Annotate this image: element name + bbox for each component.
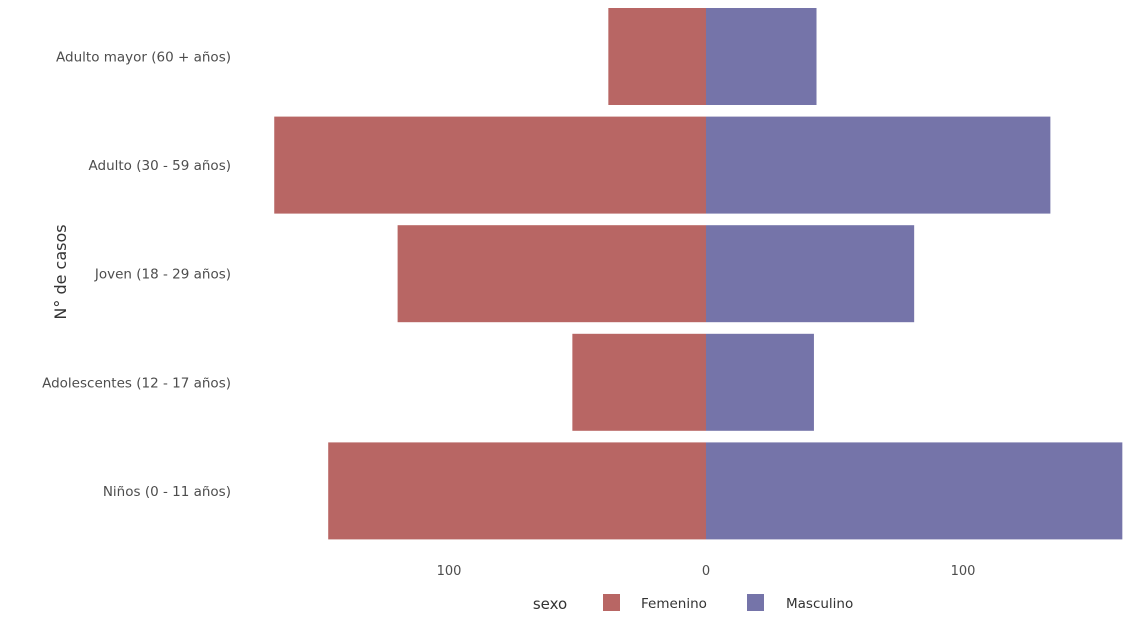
bar-masculino-ninos-0-11-anos bbox=[706, 442, 1123, 540]
legend-swatch-masculino bbox=[747, 594, 764, 611]
category-label-adulto-mayor-60-anos: Adulto mayor (60 + años) bbox=[56, 50, 231, 66]
bar-femenino-ninos-0-11-anos bbox=[328, 442, 706, 540]
category-label-adulto-30-59-anos: Adulto (30 - 59 años) bbox=[89, 158, 231, 174]
category-label-ninos-0-11-anos: Niños (0 - 11 años) bbox=[103, 484, 231, 500]
legend: sexo Femenino Masculino bbox=[533, 594, 853, 613]
bar-masculino-joven-18-29-anos bbox=[706, 225, 915, 323]
bar-femenino-adulto-30-59-anos bbox=[274, 116, 706, 214]
bars-layer bbox=[274, 8, 1123, 540]
x-tick-labels: 100 0 100 bbox=[437, 564, 976, 579]
legend-swatch-femenino bbox=[603, 594, 620, 611]
bar-masculino-adolescentes-12-17-anos bbox=[706, 333, 814, 431]
x-tick-label-1: 0 bbox=[702, 564, 710, 579]
bar-femenino-adulto-mayor-60-anos bbox=[608, 8, 706, 105]
legend-label-masculino: Masculino bbox=[786, 596, 853, 612]
category-labels: Adulto mayor (60 + años) Adulto (30 - 59 … bbox=[42, 50, 231, 500]
bar-femenino-adolescentes-12-17-anos bbox=[572, 333, 706, 431]
bar-femenino-joven-18-29-anos bbox=[397, 225, 706, 323]
bar-masculino-adulto-mayor-60-anos bbox=[706, 8, 817, 105]
category-label-adolescentes-12-17-anos: Adolescentes (12 - 17 años) bbox=[42, 375, 231, 391]
x-tick-label-2: 100 bbox=[951, 564, 976, 579]
y-axis-title: N° de casos bbox=[51, 224, 70, 319]
category-label-joven-18-29-anos: Joven (18 - 29 años) bbox=[94, 267, 231, 283]
x-tick-label-0: 100 bbox=[437, 564, 462, 579]
legend-label-femenino: Femenino bbox=[641, 596, 707, 612]
legend-title: sexo bbox=[533, 595, 567, 613]
bar-masculino-adulto-30-59-anos bbox=[706, 116, 1051, 214]
